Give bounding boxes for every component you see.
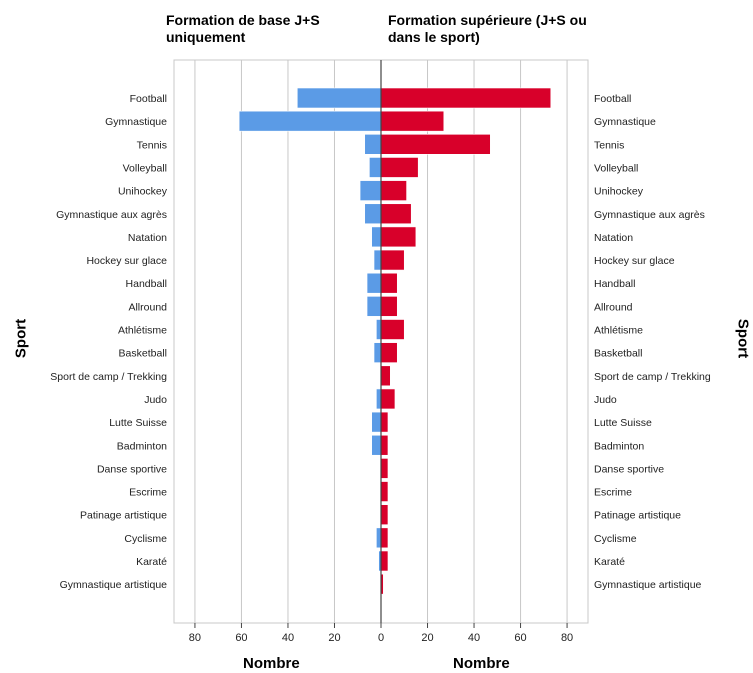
bar-left <box>296 87 382 109</box>
x-tick-label: 20 <box>421 632 433 644</box>
bar-left <box>376 388 382 410</box>
y-axis-label-right: Sport <box>734 318 752 359</box>
bar-right <box>380 203 412 225</box>
category-label-right: Sport de camp / Trekking <box>594 371 711 383</box>
category-label-right: Gymnastique aux agrès <box>594 209 705 221</box>
category-label-left: Escrime <box>129 487 167 499</box>
left-series-title: Formation de base J+S uniquement <box>166 12 320 45</box>
category-label-right: Judo <box>594 394 617 406</box>
bar-right <box>380 272 398 294</box>
category-label-left: Lutte Suisse <box>109 417 167 429</box>
category-label-right: Badminton <box>594 440 644 452</box>
bar-right <box>380 504 389 526</box>
category-label-left: Athlétisme <box>118 325 167 337</box>
x-tick-label: 0 <box>378 632 384 644</box>
bar-left <box>373 249 382 271</box>
category-label-right: Athlétisme <box>594 325 643 337</box>
category-label-right: Basketball <box>594 348 642 360</box>
bar-left <box>238 110 382 132</box>
bar-right <box>380 458 389 479</box>
category-label-left: Allround <box>128 301 167 313</box>
bar-left <box>376 527 382 549</box>
bar-left <box>371 411 382 433</box>
bar-right <box>380 180 407 201</box>
bar-right <box>380 550 389 572</box>
category-label-left: Basketball <box>119 348 167 360</box>
category-label-left: Volleyball <box>123 162 167 174</box>
x-tick-label: 80 <box>189 632 201 644</box>
bar-right <box>380 434 389 456</box>
bar-right <box>380 87 552 109</box>
category-label-right: Danse sportive <box>594 463 664 475</box>
bar-left <box>364 134 382 155</box>
bar-left <box>371 434 382 456</box>
category-label-right: Cyclisme <box>594 533 637 545</box>
bar-right <box>380 134 491 155</box>
right-series-title: Formation supérieure (J+S ou dans le spo… <box>388 12 587 45</box>
category-label-right: Hockey sur glace <box>594 255 675 267</box>
bar-right <box>380 110 445 132</box>
bar-left <box>364 203 382 225</box>
bar-left <box>376 319 382 340</box>
y-axis-label-left: Sport <box>12 318 30 359</box>
x-tick-label: 80 <box>561 632 573 644</box>
category-label-right: Karaté <box>594 556 625 568</box>
category-label-right: Volleyball <box>594 162 638 174</box>
bar-right <box>380 388 396 410</box>
bar-right <box>380 226 417 248</box>
category-label-left: Gymnastique artistique <box>60 579 168 591</box>
category-label-right: Gymnastique <box>594 116 656 128</box>
bar-right <box>380 481 389 502</box>
category-label-right: Allround <box>594 301 633 313</box>
bar-left <box>359 180 382 201</box>
bar-right <box>380 527 389 549</box>
category-label-left: Karaté <box>136 556 167 568</box>
category-label-left: Gymnastique aux agrès <box>56 209 167 221</box>
category-label-left: Handball <box>126 278 167 290</box>
category-label-right: Natation <box>594 232 633 244</box>
bar-left <box>373 342 382 363</box>
bar-left <box>369 157 382 178</box>
bar-right <box>380 157 419 178</box>
bar-right <box>380 365 391 387</box>
x-tick-label: 40 <box>282 632 294 644</box>
x-tick-label: 60 <box>514 632 526 644</box>
category-label-left: Tennis <box>137 139 167 151</box>
category-label-left: Badminton <box>117 440 167 452</box>
category-label-left: Cyclisme <box>124 533 167 545</box>
category-label-left: Judo <box>144 394 167 406</box>
bar-right <box>380 411 389 433</box>
bar-left <box>366 296 382 317</box>
category-label-left: Sport de camp / Trekking <box>50 371 167 383</box>
category-label-left: Natation <box>128 232 167 244</box>
x-axis-label-left: Nombre <box>243 655 300 672</box>
bar-right <box>380 319 405 340</box>
category-label-right: Escrime <box>594 487 632 499</box>
category-label-right: Tennis <box>594 139 624 151</box>
bar-left <box>371 226 382 248</box>
bar-right <box>380 296 398 317</box>
bar-left <box>366 272 382 294</box>
category-label-left: Danse sportive <box>97 463 167 475</box>
category-label-left: Gymnastique <box>105 116 167 128</box>
x-tick-label: 20 <box>328 632 340 644</box>
bar-right <box>380 249 405 271</box>
x-axis-label-right: Nombre <box>453 655 510 672</box>
x-tick-label: 40 <box>468 632 480 644</box>
category-label-right: Gymnastique artistique <box>594 579 702 591</box>
category-label-left: Hockey sur glace <box>86 255 167 267</box>
category-label-right: Unihockey <box>594 186 644 198</box>
category-label-left: Patinage artistique <box>80 510 167 522</box>
bar-right <box>380 342 398 363</box>
category-label-right: Lutte Suisse <box>594 417 652 429</box>
category-label-left: Football <box>130 93 167 105</box>
category-label-left: Unihockey <box>118 186 168 198</box>
category-label-right: Patinage artistique <box>594 510 681 522</box>
category-label-right: Football <box>594 93 631 105</box>
category-label-right: Handball <box>594 278 635 290</box>
x-tick-label: 60 <box>235 632 247 644</box>
